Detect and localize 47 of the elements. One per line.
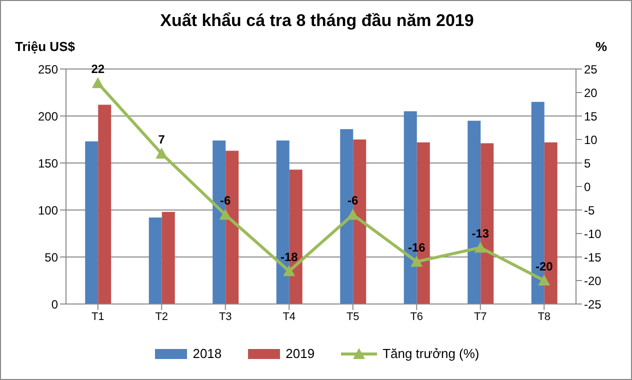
y2-axis-title: %	[595, 39, 607, 54]
x-tick-label: T1	[91, 310, 104, 323]
data-label: 7	[158, 132, 166, 147]
y2-tick-label: 0	[584, 180, 591, 194]
data-label: -6	[220, 194, 232, 208]
y2-tick-label: -10	[584, 226, 602, 241]
x-tick-label: T2	[155, 310, 168, 323]
point	[156, 148, 168, 159]
point	[283, 265, 296, 276]
y-tick-label: 0	[51, 297, 58, 312]
y2-tick-label: -20	[584, 274, 602, 288]
data-label: 22	[91, 62, 105, 76]
bar	[85, 141, 98, 304]
data-label: -6	[348, 194, 359, 208]
point	[538, 274, 550, 286]
y2-tick-label: 5	[584, 156, 591, 170]
y2-tick-label: 20	[584, 86, 598, 100]
x-tick-label: T7	[474, 310, 487, 323]
bar	[148, 218, 162, 304]
x-tick-label: T8	[538, 310, 551, 323]
y-tick-label: 200	[38, 109, 58, 124]
y-tick-label: 50	[44, 250, 58, 264]
y2-tick-label: -5	[584, 203, 595, 218]
y-tick-label: 250	[38, 62, 58, 76]
y2-tick-label: 10	[584, 132, 598, 147]
legend-label: Tăng trưởng (%)	[382, 346, 480, 361]
y2-tick-label: 25	[584, 62, 598, 76]
y-tick-label: 100	[38, 203, 58, 218]
x-tick-label: T4	[282, 310, 296, 323]
point	[92, 77, 104, 88]
y2-tick-label: 15	[584, 109, 598, 124]
x-tick-label: T3	[218, 310, 232, 323]
point	[219, 208, 232, 220]
y2-tick-label: -25	[584, 297, 602, 312]
legend-label: 2019	[286, 346, 315, 361]
x-tick-label: T6	[410, 310, 424, 323]
y2-tick-label: -15	[584, 250, 602, 264]
legend-label: 2018	[192, 346, 222, 361]
bar	[162, 212, 175, 304]
point	[474, 242, 486, 253]
y-axis-title: Triệu US$	[15, 39, 75, 54]
data-label: -13	[472, 226, 490, 241]
x-tick-label: T5	[346, 310, 360, 323]
chart-title: Xuất khẩu cá tra 8 tháng đầu năm 2019	[159, 11, 475, 31]
bar	[98, 104, 112, 304]
y-tick-label: 150	[38, 156, 58, 170]
point	[410, 256, 423, 267]
